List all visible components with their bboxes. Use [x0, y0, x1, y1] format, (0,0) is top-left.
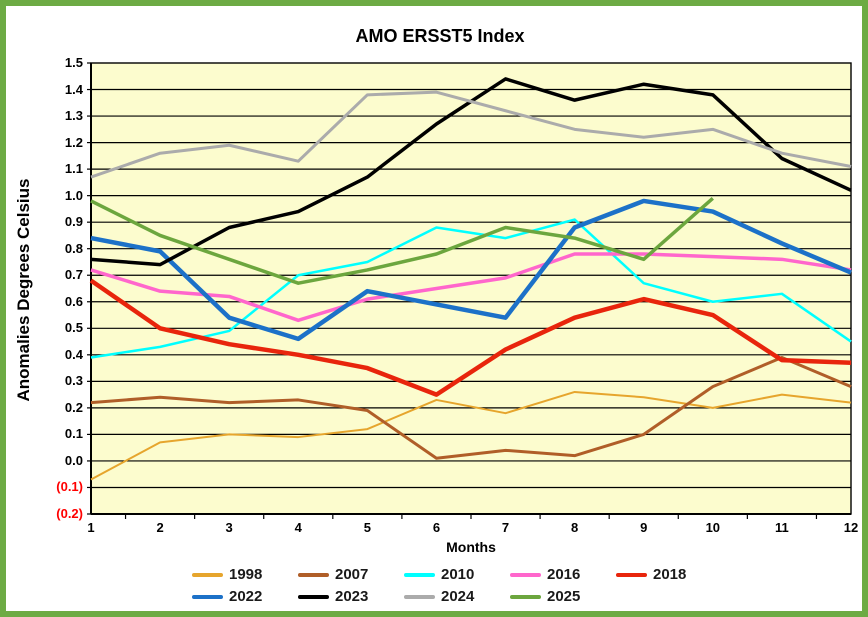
- legend-item-2018: 2018: [616, 564, 722, 585]
- series-line-2010: [90, 218, 852, 359]
- legend-label-2022: 2022: [229, 588, 263, 605]
- plot-background: [91, 63, 851, 514]
- x-axis-title: Months: [446, 539, 496, 555]
- series-line-2024: [90, 90, 852, 179]
- x-tick-label: 5: [363, 520, 371, 535]
- legend-label-2018: 2018: [653, 566, 687, 583]
- legend-item-2022: 2022: [192, 586, 298, 607]
- x-tick-label: 2: [156, 520, 164, 535]
- legend-label-2024: 2024: [441, 588, 475, 605]
- x-tick-label: 3: [225, 520, 233, 535]
- legend: 1998 2007 2010 2016 2018 2022 2023 2024: [192, 564, 722, 607]
- legend-label-2010: 2010: [441, 566, 475, 583]
- x-tick-label: 4: [294, 520, 302, 535]
- legend-line-swatch-2016: [510, 572, 541, 577]
- series-line-2018: [89, 278, 852, 397]
- legend-item-2007: 2007: [298, 564, 404, 585]
- chart-title: AMO ERSST5 Index: [355, 26, 525, 46]
- y-tick-label: (0.2): [56, 506, 83, 521]
- series-line-2022: [90, 198, 852, 342]
- legend-label-2007: 2007: [335, 566, 369, 583]
- plot-area: [87, 62, 852, 519]
- y-tick-label: 0.3: [64, 373, 83, 389]
- legend-line-swatch-2007: [298, 572, 329, 577]
- legend-line-swatch-2023: [298, 594, 329, 599]
- legend-item-1998: 1998: [192, 564, 298, 585]
- series-line-1998: [90, 390, 852, 481]
- y-tick-label: 0.4: [64, 346, 83, 362]
- series-line-2007: [90, 355, 852, 460]
- x-tick-label: 10: [705, 520, 721, 535]
- y-tick-label: 0.6: [64, 293, 83, 309]
- y-tick-label: 1.4: [64, 81, 83, 97]
- y-tick-label: 0.9: [64, 214, 83, 230]
- legend-item-2023: 2023: [298, 586, 404, 607]
- x-tick-label: 9: [640, 520, 648, 535]
- legend-label-2023: 2023: [335, 588, 369, 605]
- y-tick-label: 0.8: [64, 240, 83, 256]
- legend-label-1998: 1998: [229, 566, 263, 583]
- x-tick-label: 8: [571, 520, 579, 535]
- legend-item-2016: 2016: [510, 564, 616, 585]
- x-tick-label: 11: [775, 520, 789, 535]
- y-tick-label: 1.2: [64, 134, 83, 150]
- y-tick-label: 0.2: [64, 399, 83, 415]
- y-tick-label: 1.5: [64, 55, 83, 70]
- series-line-2016: [90, 252, 852, 323]
- y-tick-label: 0.0: [64, 452, 83, 468]
- legend-line-swatch-2018: [616, 572, 647, 577]
- legend-item-2025: 2025: [510, 586, 616, 607]
- legend-label-2025: 2025: [547, 588, 581, 605]
- legend-line-swatch-2025: [510, 594, 541, 599]
- legend-line-swatch-2022: [192, 594, 223, 599]
- x-tick-label: 6: [432, 520, 441, 535]
- x-tick-label: 12: [843, 520, 859, 535]
- y-tick-label: 0.7: [64, 267, 83, 283]
- legend-item-2010: 2010: [404, 564, 510, 585]
- y-tick-label: 1.1: [64, 161, 83, 177]
- y-tick-label: (0.1): [56, 479, 83, 495]
- legend-label-2016: 2016: [547, 566, 581, 583]
- x-tick-label: 1: [87, 520, 95, 535]
- legend-item-2024: 2024: [404, 586, 510, 607]
- y-tick-label: 1.3: [64, 108, 83, 124]
- x-tick-label: 7: [501, 520, 510, 535]
- y-tick-label: 0.5: [64, 320, 83, 336]
- y-tick-label: 1.0: [64, 187, 83, 203]
- legend-line-swatch-1998: [192, 572, 223, 577]
- series-line-2025: [90, 196, 714, 285]
- legend-line-swatch-2024: [404, 594, 435, 599]
- legend-line-swatch-2010: [404, 572, 435, 577]
- y-tick-label: 0.1: [64, 426, 83, 442]
